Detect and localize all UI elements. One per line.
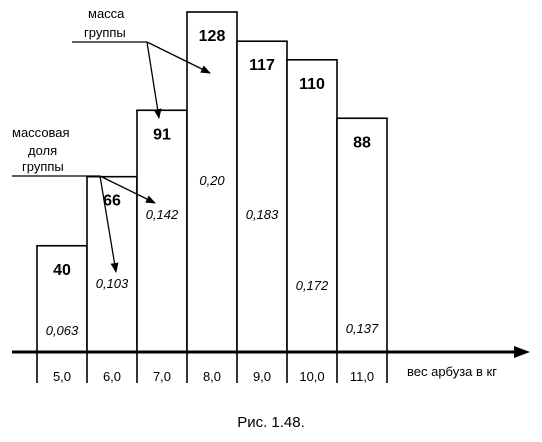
- mass-annotation-line-2: группы: [84, 25, 126, 40]
- x-tick-label: 7,0: [153, 369, 171, 384]
- x-tick-label: 10,0: [299, 369, 324, 384]
- share-annotation-line-1: массовая: [12, 125, 70, 140]
- share-annotation-line-3: группы: [22, 159, 64, 174]
- bar-fraction-label: 0,142: [146, 207, 179, 222]
- figure-caption: Рис. 1.48.: [237, 414, 305, 431]
- x-tick-label: 9,0: [253, 369, 271, 384]
- fraction-labels-group: 0,063 0,103 0,142 0,20 0,183 0,172 0,137: [46, 173, 379, 338]
- bar-fraction-label: 0,063: [46, 323, 79, 338]
- bar-1: [36, 244, 88, 353]
- bar-count-label: 91: [153, 126, 171, 143]
- x-axis-arrowhead: [514, 346, 530, 358]
- bar-fraction-label: 0,137: [346, 321, 379, 336]
- bar-7: [336, 117, 388, 353]
- bar-count-label: 128: [199, 28, 226, 45]
- bar-fraction-label: 0,183: [246, 207, 279, 222]
- bar-count-label: 110: [299, 76, 325, 93]
- bar-fraction-label: 0,20: [199, 173, 225, 188]
- x-tick-label: 11,0: [350, 369, 374, 384]
- bar-3: [136, 109, 188, 353]
- bar-count-label: 117: [249, 57, 275, 74]
- bars-group: [36, 11, 388, 353]
- bar-fraction-label: 0,172: [296, 278, 329, 293]
- x-ticks-group: [36, 352, 388, 383]
- bar-5: [236, 40, 288, 353]
- mass-arrow-to-bar-3: [146, 41, 162, 119]
- share-annotation-line-2: доля: [28, 143, 57, 158]
- share-arrow-to-bar-2: [99, 175, 119, 273]
- x-tick-label: 6,0: [103, 369, 121, 384]
- bar-count-label: 88: [353, 134, 371, 151]
- mass-annotation-line-1: масса: [88, 6, 125, 21]
- bar-count-label: 66: [103, 193, 121, 210]
- mass-arrow-to-bar-4: [146, 41, 211, 74]
- x-axis-label: вес арбуза в кг: [407, 364, 497, 379]
- count-labels-group: 40 66 91 128 117 110 88: [53, 28, 371, 279]
- bar-fraction-label: 0,103: [96, 276, 129, 291]
- share-arrow-to-bar-3: [99, 175, 156, 204]
- x-tick-label: 5,0: [53, 369, 71, 384]
- x-tick-label: 8,0: [203, 369, 221, 384]
- bar-count-label: 40: [53, 262, 71, 279]
- x-tick-labels-group: 5,0 6,0 7,0 8,0 9,0 10,0 11,0: [53, 369, 374, 384]
- bar-6: [286, 59, 338, 353]
